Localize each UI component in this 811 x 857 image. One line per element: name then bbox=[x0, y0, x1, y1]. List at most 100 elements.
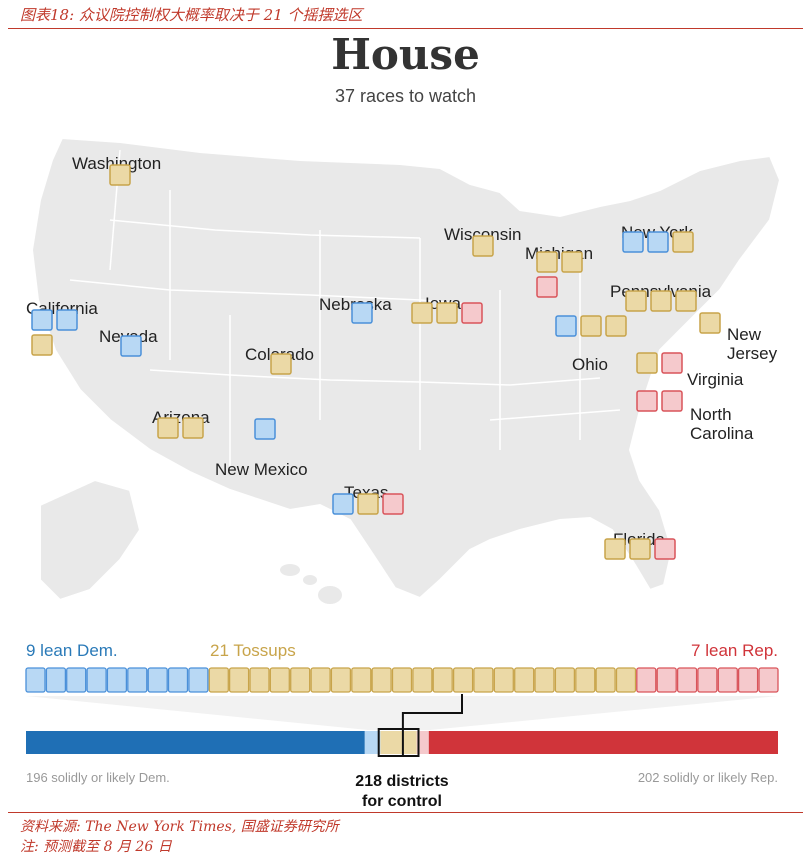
race-box-toss bbox=[699, 312, 721, 334]
summary-race-box-rep bbox=[697, 667, 718, 693]
race-box-dem bbox=[31, 309, 53, 331]
summary-race-box-rep bbox=[717, 667, 738, 693]
contiguous-us-outline bbox=[30, 136, 782, 600]
race-box-toss bbox=[672, 231, 694, 253]
summary-race-box-toss bbox=[473, 667, 494, 693]
race-box-dem bbox=[332, 493, 354, 515]
race-box-dem bbox=[254, 418, 276, 440]
summary-race-box-toss bbox=[249, 667, 270, 693]
tossups-label: 21 Tossups bbox=[210, 641, 296, 660]
solid-rep-label: 202 solidly or likely Rep. bbox=[638, 770, 778, 785]
summary-race-box-toss bbox=[351, 667, 372, 693]
race-box-rep bbox=[536, 276, 558, 298]
us-map: Washington CaliforniaNevada Arizona Colorad… bbox=[26, 136, 782, 604]
solid-rep-segment bbox=[428, 731, 778, 754]
race-box-toss bbox=[580, 315, 602, 337]
summary-race-box-rep bbox=[758, 667, 779, 693]
summary-race-box-toss bbox=[412, 667, 433, 693]
state-group-washington: Washington bbox=[72, 154, 161, 186]
lean-rep-label: 7 lean Rep. bbox=[691, 641, 778, 660]
summary-race-box-toss bbox=[208, 667, 229, 693]
bottom-divider bbox=[8, 812, 803, 813]
race-box-toss bbox=[270, 353, 292, 375]
source-text: 资料来源: The New York Times, 国盛证券研究所 bbox=[20, 819, 339, 835]
summary-race-box-dem bbox=[167, 667, 189, 693]
race-box-toss bbox=[109, 164, 131, 186]
state-race-groups: Washington CaliforniaNevada Arizona Colorad… bbox=[26, 154, 778, 560]
summary-race-box-dem bbox=[106, 667, 128, 693]
summary-race-box-toss bbox=[391, 667, 413, 693]
summary-race-box-dem bbox=[45, 667, 67, 693]
summary-race-box-dem bbox=[147, 667, 168, 693]
tossup-segment bbox=[380, 731, 417, 754]
us-map-shape bbox=[30, 136, 782, 604]
race-box-toss bbox=[472, 235, 494, 257]
race-summary-strip: 9 lean Dem. 21 Tossups 7 lean Rep. 196 s… bbox=[25, 641, 779, 810]
state-label-new-jersey: Jersey bbox=[727, 344, 778, 363]
race-box-toss bbox=[182, 417, 204, 439]
state-group-virginia: Virginia bbox=[636, 352, 744, 389]
summary-race-box-toss bbox=[228, 667, 250, 693]
state-label-new-mexico: New Mexico bbox=[215, 460, 308, 479]
summary-race-box-dem bbox=[86, 667, 107, 693]
state-group-texas: Texas bbox=[332, 483, 404, 515]
race-box-toss bbox=[675, 290, 697, 312]
summary-race-box-dem bbox=[25, 667, 46, 693]
summary-race-box-rep bbox=[636, 667, 657, 693]
race-box-toss bbox=[625, 290, 647, 312]
top-divider bbox=[8, 28, 803, 29]
state-group-new-york: New York bbox=[621, 223, 694, 253]
race-box-rep bbox=[661, 390, 683, 412]
tossup-highlight-box bbox=[377, 728, 420, 757]
race-box-toss bbox=[561, 251, 583, 273]
figure-caption: 图表18: 众议院控制权大概率取决于 21 个摇摆选区 bbox=[20, 6, 363, 24]
chart-title: House bbox=[331, 30, 480, 79]
race-box-dem bbox=[647, 231, 669, 253]
summary-race-box-toss bbox=[452, 667, 474, 693]
state-group-wisconsin: Wisconsin bbox=[444, 225, 521, 257]
state-group-ohio: Ohio bbox=[555, 315, 627, 374]
state-label-ohio: Ohio bbox=[572, 355, 608, 374]
summary-race-box-dem bbox=[188, 667, 209, 693]
race-boxes-row bbox=[25, 667, 779, 693]
race-box-rep bbox=[382, 493, 404, 515]
summary-race-box-toss bbox=[330, 667, 352, 693]
race-box-toss bbox=[157, 417, 179, 439]
summary-race-box-toss bbox=[575, 667, 596, 693]
summary-race-box-rep bbox=[656, 667, 677, 693]
control-pointer-line bbox=[401, 694, 463, 756]
summary-race-box-toss bbox=[554, 667, 576, 693]
state-label-new-jersey: New bbox=[727, 325, 762, 344]
race-box-toss bbox=[357, 493, 379, 515]
state-label-michigan: Michigan bbox=[525, 244, 593, 263]
summary-race-box-toss bbox=[290, 667, 311, 693]
summary-race-box-toss bbox=[514, 667, 535, 693]
alaska-shape bbox=[39, 478, 142, 602]
summary-race-box-toss bbox=[269, 667, 290, 693]
state-label-north-carolina: North bbox=[690, 405, 732, 424]
race-box-rep bbox=[661, 352, 683, 374]
state-group-florida: Florida bbox=[604, 530, 676, 560]
race-box-rep bbox=[636, 390, 658, 412]
lean-dem-label: 9 lean Dem. bbox=[26, 641, 118, 660]
state-label-washington: Washington bbox=[72, 154, 161, 173]
state-group-new-mexico: New Mexico bbox=[215, 418, 308, 479]
summary-race-box-toss bbox=[493, 667, 514, 693]
summary-race-box-toss bbox=[371, 667, 392, 693]
state-group-nebraska: Nebraska bbox=[319, 295, 392, 324]
race-box-dem bbox=[56, 309, 78, 331]
state-group-california: California bbox=[26, 299, 98, 356]
solid-dem-segment bbox=[26, 731, 365, 754]
state-label-virginia: Virginia bbox=[687, 370, 744, 389]
state-group-pennsylvania: Pennsylvania bbox=[610, 282, 712, 312]
summary-race-box-dem bbox=[127, 667, 148, 693]
race-box-rep bbox=[654, 538, 676, 560]
race-box-toss bbox=[536, 251, 558, 273]
summary-race-box-dem bbox=[66, 667, 87, 693]
state-label-wisconsin: Wisconsin bbox=[444, 225, 521, 244]
race-box-dem bbox=[622, 231, 644, 253]
seat-bar bbox=[26, 694, 778, 757]
state-group-nevada: Nevada bbox=[99, 327, 158, 357]
lean-dem-segment bbox=[364, 731, 381, 754]
